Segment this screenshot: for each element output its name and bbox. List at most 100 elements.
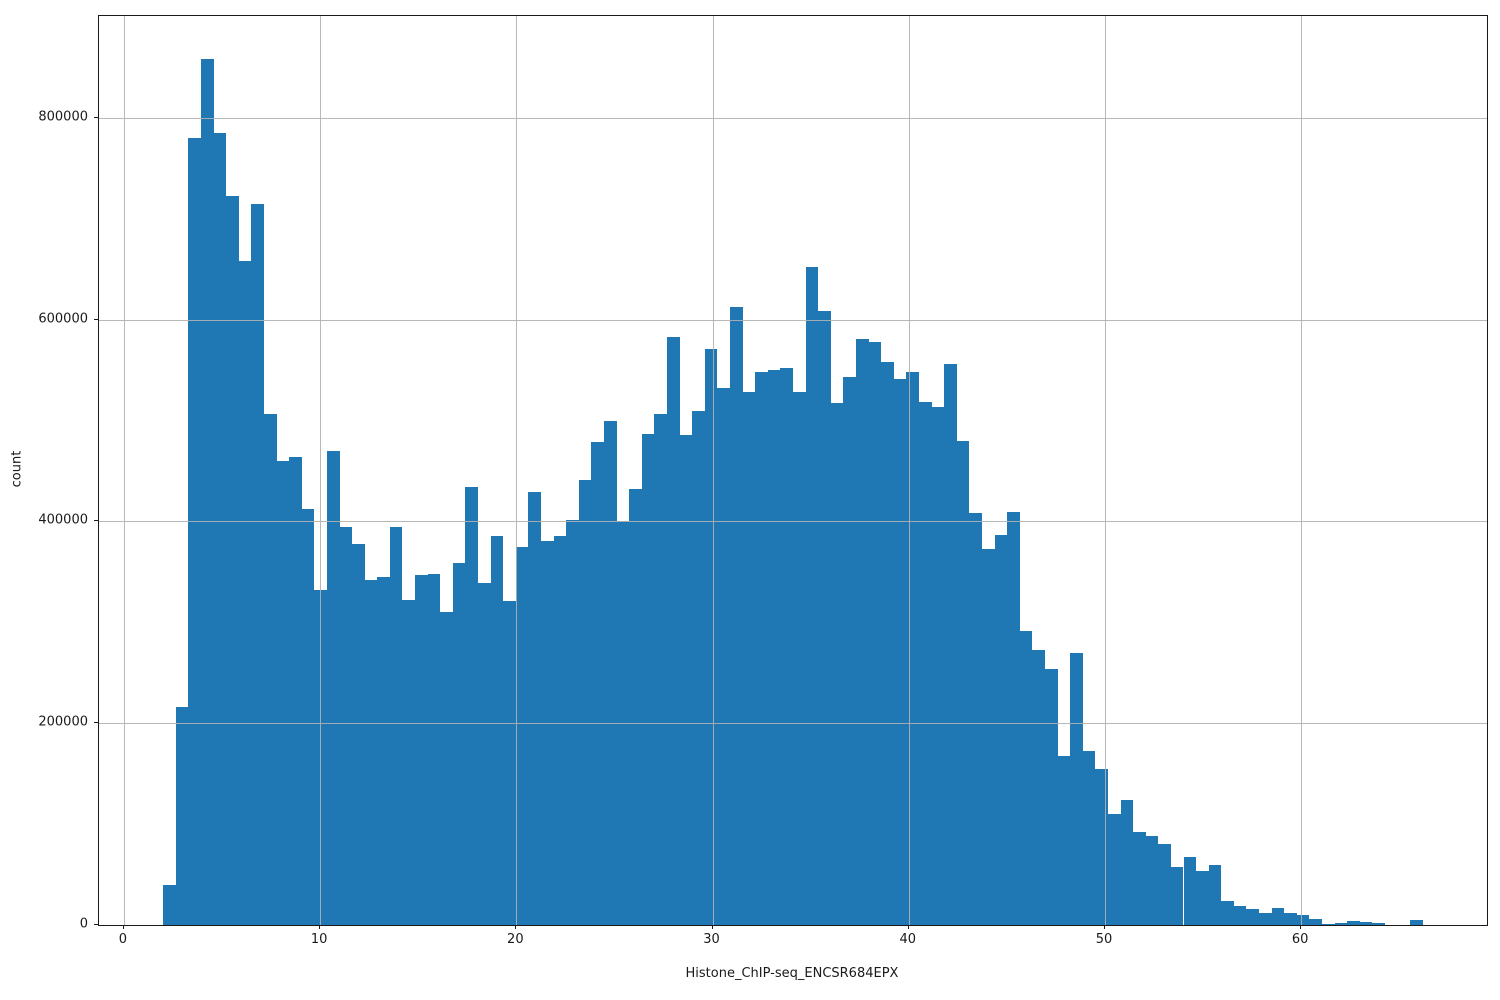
x-gridline [1104,16,1106,925]
histogram-bar [855,338,869,925]
histogram-bar [780,368,793,925]
histogram-bar [377,576,390,925]
histogram-bar [188,138,201,925]
histogram-bar [969,513,982,925]
histogram-bar [679,434,693,925]
histogram-bar [1309,918,1323,925]
x-gridline [516,16,518,925]
histogram-bar [1296,914,1310,925]
histogram-bar [641,433,655,925]
histogram-bar [452,562,466,925]
y-tick-mark [94,924,98,925]
histogram-bar [629,489,642,925]
histogram-bar [289,456,302,925]
x-tick-mark [907,925,909,929]
histogram-bar [200,59,214,925]
y-tick-label: 800000 [38,109,88,125]
histogram-bar [1082,751,1096,925]
y-axis-label: count [9,450,25,488]
histogram-bar [1359,921,1373,925]
x-tick-label: 0 [118,932,128,947]
y-tick-mark [94,520,98,522]
x-gridline [320,16,322,925]
y-tick-label: 0 [79,916,88,932]
histogram-bar [1170,866,1184,925]
y-tick-label: 200000 [38,714,88,730]
histogram-bar [667,336,680,925]
histogram-bar [931,407,945,925]
histogram-bar [1183,857,1197,925]
histogram-bar [238,261,252,925]
histogram-bar [654,413,668,925]
x-gridline [908,16,910,925]
histogram-bar [1145,836,1159,925]
histogram-bar [793,392,806,925]
x-tick-label: 40 [899,932,917,947]
y-gridline [99,117,1487,119]
histogram-bar [730,306,743,925]
histogram-bar [364,579,378,925]
x-tick-label: 50 [1095,932,1113,947]
histogram-bar [868,341,882,925]
y-gridline [99,319,1487,321]
histogram-bar [301,509,315,925]
histogram-bar [528,492,542,925]
histogram-bar [1221,900,1234,925]
histogram-bar [175,707,189,925]
x-tick-label: 20 [507,932,524,947]
histogram-bar [692,411,705,925]
histogram-bar [1246,908,1260,925]
y-tick-label: 600000 [38,311,88,327]
plot-area [98,15,1488,926]
histogram-bar [478,583,491,925]
histogram-bar [1070,652,1083,925]
histogram-bar [893,379,907,925]
histogram-bar [566,520,579,925]
histogram-bar [389,526,403,925]
histogram-bar [755,372,768,925]
histogram-bar [213,133,227,925]
y-gridline [99,723,1487,725]
histogram-bar [226,195,239,925]
histogram-bar [578,480,592,925]
histogram-bar [704,348,718,925]
x-tick-mark [319,925,321,929]
x-axis-label: Histone_ChIP-seq_ENCSR684EPX [685,966,899,981]
histogram-bar [163,884,176,925]
histogram-bar [1158,844,1171,925]
histogram-bar [1044,668,1058,925]
histogram-bar [818,310,831,925]
x-tick-mark [1103,925,1105,929]
histogram-bar [843,377,856,925]
x-gridline [123,16,125,925]
histogram-bar [1107,814,1121,925]
histogram-bar [1032,649,1045,925]
histogram-bar [1233,905,1247,925]
histogram-bar [263,413,277,925]
x-gridline [1301,16,1303,925]
histogram-bar [1410,919,1423,925]
y-tick-mark [94,116,98,118]
histogram-bar [339,526,353,925]
histogram-bar [490,535,504,925]
histogram-bar [591,441,605,925]
x-tick-mark [1300,925,1302,929]
histogram-bar [415,574,428,925]
histogram-bar [402,600,416,925]
histogram-bar [1284,912,1297,925]
histogram-bar [440,612,453,925]
x-tick-mark [711,925,713,929]
histogram-bar [1019,631,1033,925]
histogram-bar [881,362,894,925]
histogram-bar [1347,920,1360,925]
y-tick-label: 400000 [38,512,88,528]
histogram-bar [994,534,1008,925]
histogram-bar [1120,799,1134,925]
histogram-bar [1133,832,1146,925]
histogram-bar [1196,870,1209,925]
histogram-bar [830,403,844,925]
histogram-bar [251,203,264,925]
histogram-bar [1322,924,1335,925]
x-tick-mark [515,925,517,929]
